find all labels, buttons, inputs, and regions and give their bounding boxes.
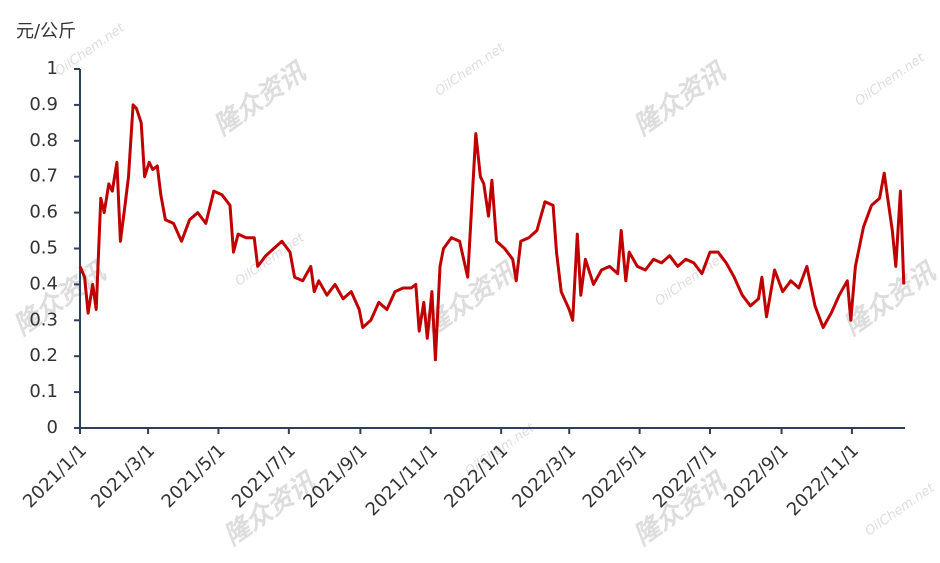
y-tick-label: 0.9 <box>29 94 58 115</box>
x-tick-label: 2021/9/1 <box>299 440 371 512</box>
x-tick-label: 2021/11/1 <box>362 440 442 520</box>
watermark: OilChem.net <box>433 40 509 99</box>
y-tick-label: 0 <box>47 417 58 438</box>
line <box>78 103 906 362</box>
x-tick-label: 2021/5/1 <box>158 440 230 512</box>
y-tick-label: 0.5 <box>29 238 58 259</box>
watermark: 隆众资讯 <box>209 56 313 141</box>
watermark: OilChem.net <box>853 50 929 109</box>
y-tick-label: 1 <box>47 58 58 79</box>
x-tick-label: 2022/11/1 <box>783 440 863 520</box>
x-tick-label: 2022/9/1 <box>721 440 793 512</box>
y-tick-label: 0.3 <box>29 309 58 330</box>
watermark: 隆众资讯 <box>629 56 733 141</box>
x-tick-label: 2021/1/1 <box>19 440 91 512</box>
x-tick-label: 2022/1/1 <box>440 440 512 512</box>
x-tick-label: 2022/5/1 <box>579 440 651 512</box>
y-tick-label: 0.6 <box>29 202 58 223</box>
watermark: OilChem.net <box>863 480 939 539</box>
y-tick-label: 0.2 <box>29 345 58 366</box>
y-tick-label: 0.7 <box>29 166 58 187</box>
y-axis-label: 元/公斤 <box>16 21 76 42</box>
x-tick-label: 2021/3/1 <box>87 440 159 512</box>
y-tick-label: 0.8 <box>29 130 58 151</box>
watermark: OilChem.net <box>233 230 309 289</box>
x-tick-label: 2022/3/1 <box>508 440 580 512</box>
y-tick-label: 0.4 <box>29 273 58 294</box>
y-tick-label: 0.1 <box>29 381 58 402</box>
